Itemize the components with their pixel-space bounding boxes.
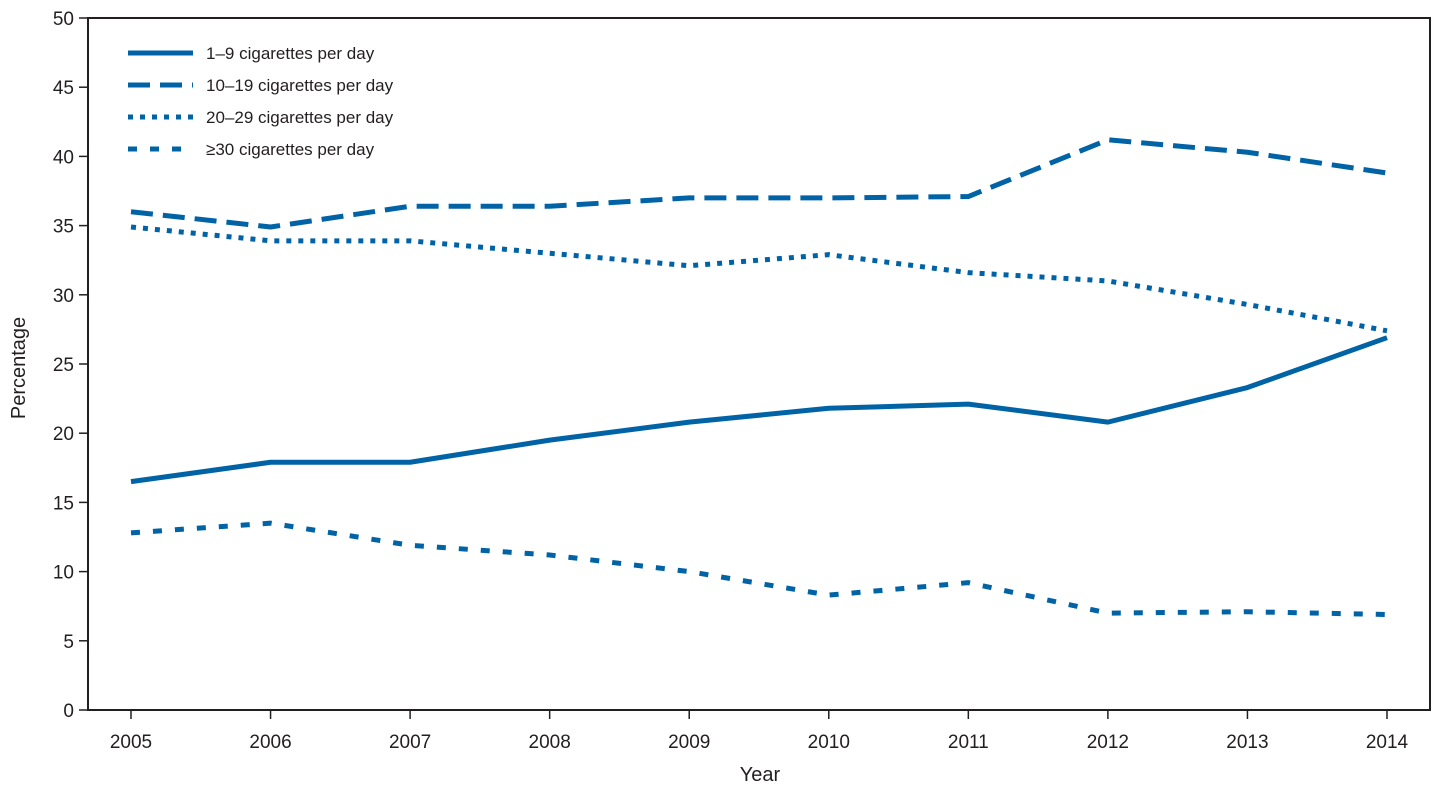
- series-line-2: [130, 137, 1388, 230]
- legend-label-4: ≥30 cigarettes per day: [206, 140, 375, 159]
- axes: 0 5 10 15 20 25 30 35 40 45 50 2005 2006 2007 2008 2009…: [53, 9, 1431, 753]
- series-line-3: [130, 224, 1388, 334]
- y-tick-label: 5: [63, 632, 74, 653]
- y-tick-label: 15: [53, 493, 74, 514]
- y-tick-label: 30: [53, 286, 74, 307]
- x-tick-label: 2013: [1226, 732, 1268, 753]
- legend-label-1: 1–9 cigarettes per day: [206, 44, 375, 63]
- series-layer: [130, 137, 1388, 618]
- x-tick-label: 2011: [948, 732, 989, 753]
- x-tick-label: 2012: [1087, 732, 1129, 753]
- legend-label-3: 20–29 cigarettes per day: [206, 108, 394, 127]
- x-tick-label: 2005: [110, 732, 152, 753]
- y-tick-label: 0: [63, 701, 74, 722]
- y-axis-title: Percentage: [8, 317, 30, 419]
- x-tick-label: 2008: [529, 732, 571, 753]
- y-tick-label: 35: [53, 217, 74, 238]
- x-tick-label: 2007: [389, 732, 431, 753]
- legend: 1–9 cigarettes per day 10–19 cigarettes p…: [128, 44, 394, 159]
- legend-label-2: 10–19 cigarettes per day: [206, 76, 394, 95]
- y-tick-label: 20: [53, 424, 74, 445]
- series-line-4: [130, 520, 1388, 618]
- y-tick-label: 10: [53, 563, 74, 584]
- x-tick-label: 2006: [249, 732, 291, 753]
- y-tick-label: 45: [53, 78, 74, 99]
- x-tick-label: 2010: [808, 732, 850, 753]
- y-tick-label: 40: [53, 147, 74, 168]
- y-tick-label: 50: [53, 9, 74, 30]
- y-tick-label: 25: [53, 355, 74, 376]
- series-line-1: [130, 335, 1388, 485]
- x-tick-label: 2009: [668, 732, 710, 753]
- x-axis-title: Year: [740, 764, 781, 786]
- x-tick-label: 2014: [1366, 732, 1409, 753]
